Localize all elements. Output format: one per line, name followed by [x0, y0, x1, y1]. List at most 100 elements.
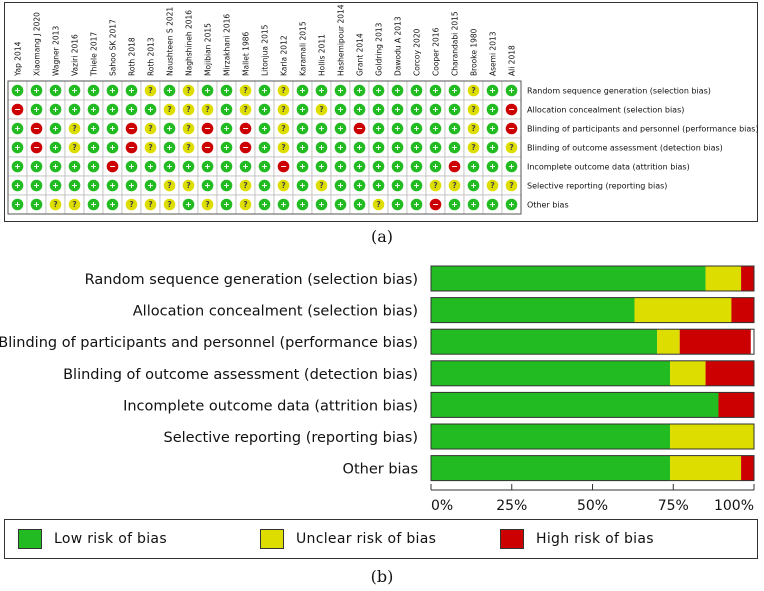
judgement-low-dot [410, 198, 423, 211]
study-label: Naushteen S 2021 [166, 7, 175, 76]
judgement-low-dot [334, 160, 347, 173]
judgement-symbol: + [318, 86, 325, 95]
judgement-unclear-dot [68, 198, 81, 211]
judgement-high-dot [353, 122, 366, 135]
judgement-unclear-dot [163, 103, 176, 116]
judgement-symbol: + [14, 124, 21, 133]
judgement-low-dot [106, 84, 119, 97]
judgement-symbol: + [52, 105, 59, 114]
judgement-symbol: + [432, 105, 439, 114]
judgement-symbol: ? [281, 143, 285, 152]
judgement-high-dot [505, 103, 518, 116]
judgement-symbol: − [14, 105, 21, 114]
judgement-symbol: + [356, 200, 363, 209]
domain-label: Incomplete outcome data (attrition bias) [527, 163, 690, 172]
judgement-unclear-dot [163, 179, 176, 192]
judgement-low-dot [486, 103, 499, 116]
judgement-symbol: − [128, 124, 135, 133]
bar-unclear-segment [670, 455, 742, 481]
judgement-low-dot [315, 160, 328, 173]
judgement-symbol: + [394, 200, 401, 209]
judgement-symbol: + [489, 105, 496, 114]
judgement-symbol: + [223, 124, 230, 133]
judgement-symbol: ? [72, 124, 76, 133]
judgement-low-dot [467, 179, 480, 192]
legend-label-unclear: Unclear risk of bias [296, 531, 437, 547]
study-label: Thiele 2017 [90, 32, 99, 77]
judgement-symbol: + [147, 181, 154, 190]
judgement-low-dot [11, 179, 24, 192]
judgement-symbol: + [337, 124, 344, 133]
judgement-unclear-dot [505, 141, 518, 154]
study-label: Corcoy 2020 [413, 28, 422, 76]
judgement-low-dot [505, 84, 518, 97]
judgement-symbol: + [71, 181, 78, 190]
judgement-symbol: + [394, 124, 401, 133]
judgement-unclear-dot [467, 84, 480, 97]
judgement-symbol: + [394, 181, 401, 190]
judgement-low-dot [87, 160, 100, 173]
judgement-low-dot [334, 141, 347, 154]
judgement-high-dot [239, 122, 252, 135]
judgement-symbol: + [185, 200, 192, 209]
judgement-symbol: + [90, 143, 97, 152]
judgement-symbol: + [14, 181, 21, 190]
judgement-symbol: + [394, 143, 401, 152]
judgement-low-dot [505, 160, 518, 173]
judgement-low-dot [258, 122, 271, 135]
judgement-low-dot [49, 103, 62, 116]
bar-low-segment [431, 266, 706, 291]
judgement-symbol: + [14, 200, 21, 209]
judgement-unclear-dot [315, 103, 328, 116]
judgement-low-dot [68, 103, 81, 116]
judgement-symbol: − [508, 124, 515, 133]
judgement-low-dot [372, 103, 385, 116]
judgement-low-dot [125, 84, 138, 97]
judgement-unclear-dot [201, 198, 214, 211]
judgement-high-dot [125, 141, 138, 154]
judgement-symbol: ? [243, 105, 247, 114]
judgement-low-dot [163, 160, 176, 173]
judgement-unclear-dot [277, 179, 290, 192]
judgement-high-dot [201, 141, 214, 154]
judgement-low-dot [87, 198, 100, 211]
bar-outline [430, 391, 755, 418]
judgement-symbol: + [109, 143, 116, 152]
judgement-unclear-dot [163, 198, 176, 211]
judgement-high-dot [239, 141, 252, 154]
judgement-symbol: ? [319, 181, 323, 190]
judgement-symbol: + [375, 86, 382, 95]
judgement-low-dot [486, 141, 499, 154]
judgement-symbol: + [375, 124, 382, 133]
judgement-symbol: + [394, 105, 401, 114]
judgement-symbol: + [432, 86, 439, 95]
judgement-low-dot [467, 160, 480, 173]
category-label: Other bias [343, 462, 418, 478]
judgement-symbol: + [489, 86, 496, 95]
judgement-low-dot [372, 160, 385, 173]
judgement-symbol: + [470, 200, 477, 209]
bar-low-segment [431, 297, 635, 323]
judgement-symbol: + [337, 200, 344, 209]
judgement-symbol: + [147, 105, 154, 114]
bar-unclear-segment [705, 266, 742, 291]
judgement-low-dot [49, 160, 62, 173]
judgement-symbol: + [375, 181, 382, 190]
study-label: Cooper 2016 [432, 27, 441, 76]
judgement-symbol: + [318, 200, 325, 209]
judgement-unclear-dot [68, 122, 81, 135]
judgement-low-dot [372, 179, 385, 192]
bar-high-segment [705, 360, 754, 386]
judgement-symbol: + [356, 105, 363, 114]
judgement-symbol: + [470, 162, 477, 171]
bar-high-segment [718, 392, 754, 418]
judgement-low-dot [315, 141, 328, 154]
judgement-symbol: + [261, 143, 268, 152]
judgement-low-dot [30, 103, 43, 116]
judgement-symbol: + [128, 181, 135, 190]
judgement-unclear-dot [467, 103, 480, 116]
judgement-symbol: ? [186, 143, 190, 152]
study-label: Xiaomang J 2020 [33, 12, 42, 76]
judgement-symbol: + [489, 124, 496, 133]
judgement-low-dot [353, 103, 366, 116]
